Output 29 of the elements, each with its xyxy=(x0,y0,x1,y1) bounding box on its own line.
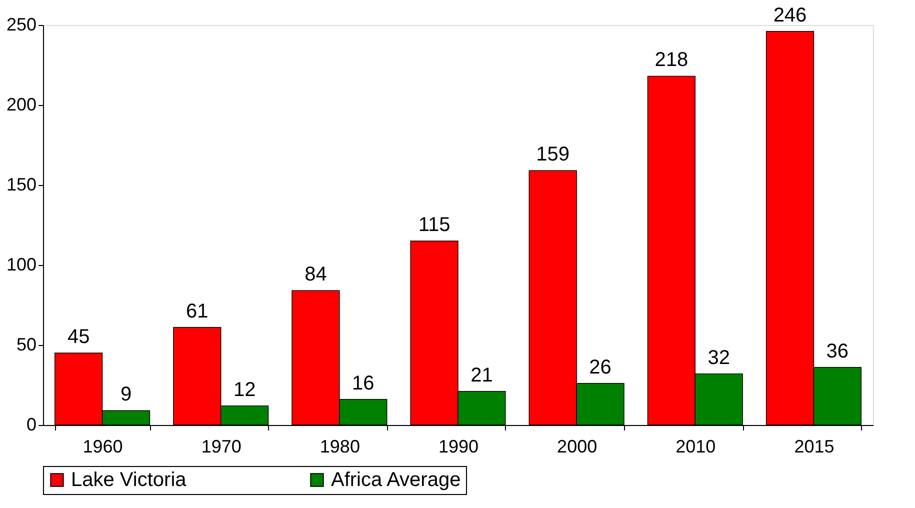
data-label: 12 xyxy=(233,378,256,401)
y-tick-label: 250 xyxy=(6,14,36,34)
data-label: 159 xyxy=(536,144,570,166)
x-tick-label: 1980 xyxy=(320,436,360,456)
data-label: 218 xyxy=(654,49,688,72)
x-tick-label: 1970 xyxy=(201,436,242,456)
data-label: 32 xyxy=(708,346,730,369)
x-tick-label: 2000 xyxy=(557,436,598,456)
legend-label: Africa Average xyxy=(331,469,461,491)
x-tick-label: 2015 xyxy=(794,436,834,456)
data-label: 21 xyxy=(470,364,493,386)
legend-label: Lake Victoria xyxy=(71,469,188,491)
data-label: 9 xyxy=(120,384,132,406)
data-label: 84 xyxy=(304,264,327,286)
x-tick-label: 2010 xyxy=(676,436,716,456)
data-label: 61 xyxy=(186,300,208,322)
data-label: 26 xyxy=(589,356,612,378)
data-label: 45 xyxy=(67,326,90,348)
x-tick-label: 1990 xyxy=(438,436,479,456)
y-tick-label: 150 xyxy=(6,174,36,194)
data-label: 36 xyxy=(826,340,849,362)
data-label: 16 xyxy=(352,372,374,394)
data-label: 246 xyxy=(773,4,807,26)
y-tick-label: 0 xyxy=(26,414,36,434)
y-tick-label: 50 xyxy=(16,334,36,354)
data-label: 115 xyxy=(418,214,450,236)
x-tick-label: 1960 xyxy=(82,436,123,456)
y-tick-label: 100 xyxy=(6,254,36,274)
y-tick-label: 200 xyxy=(6,94,36,114)
